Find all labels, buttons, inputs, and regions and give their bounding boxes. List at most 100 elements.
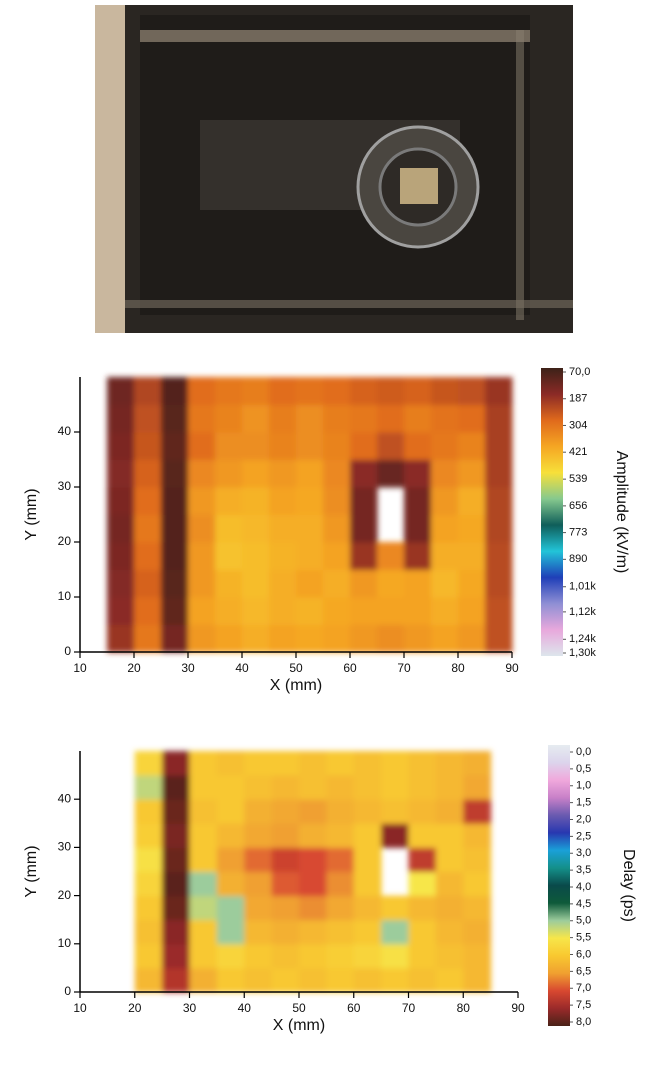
colorbar-tick-label: 539: [569, 473, 587, 485]
heatmap-cell: [188, 460, 216, 488]
heatmap-cell: [161, 377, 189, 405]
heatmap-cell: [215, 625, 243, 653]
heatmap-cell: [350, 515, 378, 543]
heatmap-cell: [242, 542, 270, 570]
heatmap-cell: [485, 542, 513, 570]
heatmap-cell: [244, 823, 272, 848]
heatmap-cell: [134, 597, 162, 625]
heatmap-cell: [244, 872, 272, 897]
colorbar: [541, 368, 563, 656]
heatmap-cell: [190, 799, 218, 824]
heatmap-cell: [431, 377, 459, 405]
heatmap-cell: [350, 487, 378, 515]
heatmap-cell: [350, 625, 378, 653]
heatmap-cell: [350, 542, 378, 570]
heatmap-cell: [377, 377, 405, 405]
heatmap-cell: [436, 920, 464, 945]
heatmap-cell: [215, 597, 243, 625]
heatmap-cell: [135, 775, 163, 800]
heatmap-cell: [458, 515, 486, 543]
heatmap-cell: [269, 597, 297, 625]
x-axis-title: X (mm): [270, 677, 322, 694]
heatmap-cell: [217, 944, 245, 969]
heatmap-cell: [190, 775, 218, 800]
heatmap-cell: [326, 896, 354, 921]
heatmap-cell: [323, 570, 351, 598]
heatmap-cell: [326, 944, 354, 969]
heatmap-cell: [485, 377, 513, 405]
heatmap-cell: [135, 847, 163, 872]
heatmap-cell: [162, 823, 190, 848]
heatmap-cell: [458, 405, 486, 433]
x-tick-label: 10: [73, 1001, 87, 1015]
x-tick-label: 10: [73, 661, 87, 675]
colorbar-tick-label: 2,0: [576, 813, 591, 825]
heatmap-cell: [190, 847, 218, 872]
heatmap-cell: [354, 751, 382, 776]
heatmap-cell: [436, 944, 464, 969]
heatmap-cell: [354, 896, 382, 921]
heatmap-cell: [162, 847, 190, 872]
colorbar-tick-label: 1,0: [576, 780, 591, 792]
x-tick-label: 60: [347, 1001, 361, 1015]
heatmap-cell: [296, 570, 324, 598]
heatmap-cell: [217, 847, 245, 872]
heatmap-cell: [436, 799, 464, 824]
heatmap-cell: [436, 847, 464, 872]
heatmap-cell: [217, 775, 245, 800]
heatmap-cell: [190, 920, 218, 945]
heatmap: [135, 751, 491, 993]
heatmap-cell: [381, 775, 409, 800]
y-axis-title: Y (mm): [23, 845, 40, 897]
heatmap-cell: [215, 515, 243, 543]
heatmap-cell: [272, 847, 300, 872]
heatmap-cell: [134, 405, 162, 433]
x-tick-label: 80: [451, 661, 465, 675]
heatmap-cell: [458, 542, 486, 570]
heatmap-cell: [326, 847, 354, 872]
heatmap-cell: [215, 487, 243, 515]
heatmap-cell: [135, 751, 163, 776]
heatmap-cell: [188, 625, 216, 653]
heatmap-cell: [458, 570, 486, 598]
heatmap-cell: [431, 487, 459, 515]
colorbar-tick-label: 5,5: [576, 932, 591, 944]
heatmap-cell: [269, 405, 297, 433]
colorbar-tick-label: 187: [569, 393, 587, 405]
heatmap-cell: [299, 799, 327, 824]
heatmap-cell: [485, 515, 513, 543]
heatmap-cell: [107, 487, 135, 515]
heatmap-cell: [463, 823, 491, 848]
heatmap-cell: [377, 405, 405, 433]
heatmap-cell: [188, 542, 216, 570]
heatmap-cell: [107, 625, 135, 653]
heatmap-cell: [377, 625, 405, 653]
heatmap-cell: [354, 775, 382, 800]
y-tick-label: 20: [58, 534, 72, 548]
heatmap-cell: [217, 896, 245, 921]
heatmap-cell: [135, 872, 163, 897]
heatmap-cell: [161, 625, 189, 653]
heatmap-cell: [134, 460, 162, 488]
heatmap-cell: [463, 968, 491, 993]
colorbar-tick-label: 1,5: [576, 797, 591, 809]
colorbar-tick-label: 6,0: [576, 948, 591, 960]
x-tick-label: 50: [289, 661, 303, 675]
heatmap-cell: [323, 377, 351, 405]
heatmap-cell: [269, 570, 297, 598]
heatmap-cell: [135, 823, 163, 848]
heatmap-cell: [296, 405, 324, 433]
heatmap-cell: [381, 896, 409, 921]
heatmap-cell: [463, 775, 491, 800]
y-tick-label: 40: [58, 424, 72, 438]
heatmap-cell: [354, 920, 382, 945]
heatmap-cell: [162, 799, 190, 824]
heatmap-cell: [354, 847, 382, 872]
heatmap-cell: [135, 944, 163, 969]
heatmap-cell: [162, 872, 190, 897]
heatmap-cell: [190, 944, 218, 969]
heatmap-cell: [431, 570, 459, 598]
heatmap-cell: [161, 460, 189, 488]
heatmap-cell: [350, 377, 378, 405]
heatmap-cell: [404, 460, 432, 488]
